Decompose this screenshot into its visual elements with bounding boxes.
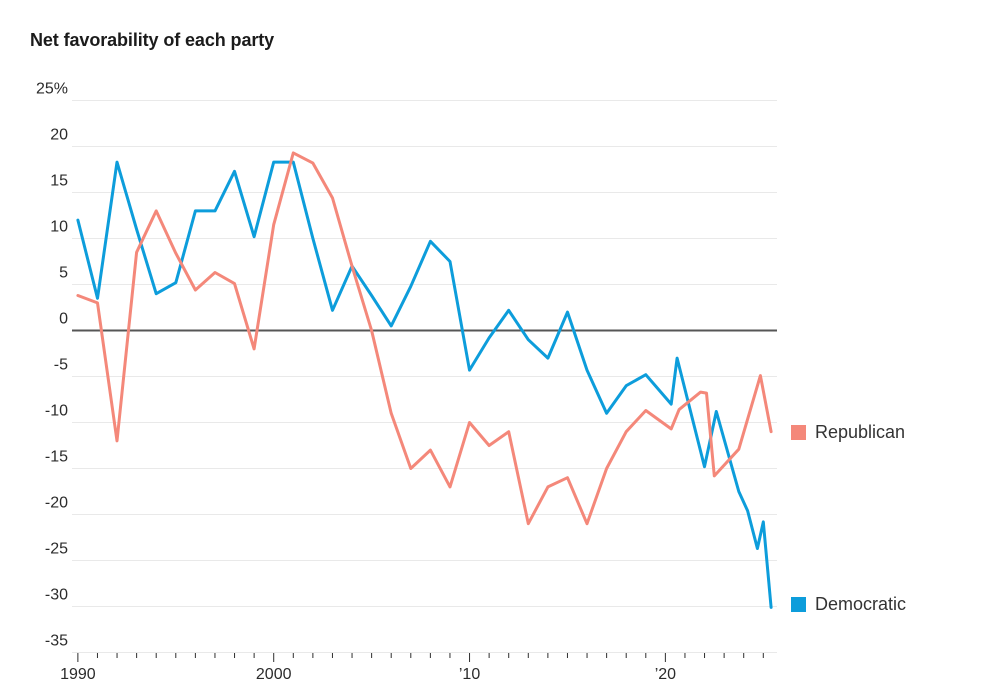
y-axis-label: 10 bbox=[50, 219, 68, 236]
legend-item-republican: Republican bbox=[791, 422, 905, 443]
y-axis-label: 0 bbox=[59, 311, 68, 328]
democratic-swatch-icon bbox=[791, 597, 806, 612]
democratic-line bbox=[76, 160, 773, 609]
y-axis-label: 20 bbox=[50, 127, 68, 144]
chart-title: Net favorability of each party bbox=[30, 30, 275, 50]
y-axis-label: -20 bbox=[45, 495, 68, 512]
x-axis-label: ’10 bbox=[459, 666, 480, 683]
republican-line bbox=[76, 151, 773, 526]
x-axis-label: 1990 bbox=[60, 666, 96, 683]
y-axis-label: 25% bbox=[36, 81, 68, 98]
y-axis-label: 15 bbox=[50, 173, 68, 190]
y-axis-label: -25 bbox=[45, 541, 68, 558]
legend-label-democratic: Democratic bbox=[815, 594, 907, 614]
y-axis-label: -35 bbox=[45, 633, 68, 650]
x-axis-label: ’20 bbox=[655, 666, 676, 683]
republican-swatch-icon bbox=[791, 425, 806, 440]
x-axis-label: 2000 bbox=[256, 666, 292, 683]
y-axis-label: 5 bbox=[59, 265, 68, 282]
legend-label-republican: Republican bbox=[815, 422, 906, 442]
legend-item-democratic: Democratic bbox=[791, 594, 906, 615]
y-axis-label: -10 bbox=[45, 403, 68, 420]
y-axis-label: -15 bbox=[45, 449, 68, 466]
y-axis-label: -30 bbox=[45, 587, 68, 604]
y-axis-label: -5 bbox=[54, 357, 68, 374]
